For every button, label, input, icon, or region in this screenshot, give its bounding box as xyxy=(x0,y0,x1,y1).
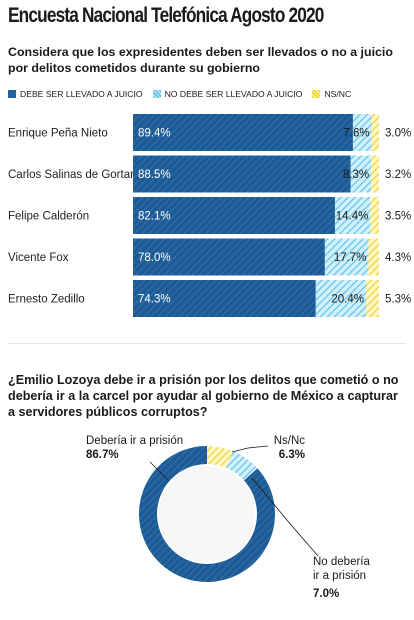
slice-value-si: 86.7% xyxy=(86,449,119,461)
data-label-si: 74.3% xyxy=(138,294,171,306)
donut-slice-ns xyxy=(207,446,234,468)
category-label: Enrique Peña Nieto xyxy=(8,128,108,140)
category-label: Carlos Salinas de Gortari xyxy=(8,169,136,181)
bar-no xyxy=(315,280,366,317)
category-label: Ernesto Zedillo xyxy=(8,294,85,306)
legend-item-si: DEBE SER LLEVADO A JUICIO xyxy=(8,89,143,99)
slice-value-ns: 6.3% xyxy=(279,449,305,461)
bar-ns xyxy=(370,197,379,234)
slice-label-si: Debería ir a prisión xyxy=(86,435,183,447)
legend-item-no: NO DEBE SER LLEVADO A JUICIO xyxy=(152,89,303,99)
legend-item-ns: NS/NC xyxy=(312,89,351,99)
donut-question: ¿Emilio Lozoya debe ir a prisión por los… xyxy=(8,373,399,419)
bar-ns xyxy=(368,238,379,276)
slice-label-ns: Ns/Nc xyxy=(274,435,306,447)
leader-line-ns xyxy=(231,445,269,453)
section-divider xyxy=(8,343,406,344)
data-label-ns: 5.3% xyxy=(385,294,411,306)
page-title: Encuesta Nacional Telefónica Agosto 2020 xyxy=(8,4,324,27)
bar-no xyxy=(324,238,369,276)
bar-no xyxy=(352,114,372,151)
legend-label-no: NO DEBE SER LLEVADO A JUICIO xyxy=(164,89,303,99)
data-label-ns: 4.3% xyxy=(385,252,411,264)
slice-value-no: 7.0% xyxy=(313,588,339,600)
data-label-no: 20.4% xyxy=(331,294,364,306)
data-label-no: 7.6% xyxy=(343,128,369,140)
data-label-ns: 3.2% xyxy=(385,169,411,181)
bar-no xyxy=(334,197,371,234)
legend-swatch-si xyxy=(8,90,16,98)
leader-line-si xyxy=(149,461,169,481)
stacked-bar-chart: Enrique Peña Nieto 89.4% 7.6% 3.0% Carlos Sa… xyxy=(8,114,411,317)
legend-label-ns: NS/NC xyxy=(324,89,352,99)
bar-si xyxy=(133,197,335,234)
donut-center xyxy=(159,466,255,562)
chart-subtitle: Considera que los expresidentes deben se… xyxy=(8,45,393,75)
data-label-ns: 3.5% xyxy=(385,211,411,223)
legend-swatch-ns xyxy=(312,90,321,98)
bar-si xyxy=(133,238,325,276)
slice-label-no: No debería xyxy=(313,556,371,568)
slice-label-no: ir a prisión xyxy=(313,570,366,582)
data-label-no: 17.7% xyxy=(334,252,367,264)
data-label-ns: 3.0% xyxy=(385,128,411,140)
donut-slice-no xyxy=(226,451,258,481)
legend-swatch-no xyxy=(152,90,161,98)
data-label-si: 78.0% xyxy=(138,252,171,264)
data-label-no: 8.3% xyxy=(343,169,369,181)
bar-no xyxy=(350,155,372,193)
data-label-no: 14.4% xyxy=(336,211,369,223)
bar-ns xyxy=(371,114,379,151)
chart-legend: DEBE SER LLEVADO A JUICIO NO DEBE SER LL… xyxy=(8,89,351,99)
category-label: Vicente Fox xyxy=(8,252,69,264)
bar-ns xyxy=(365,280,379,317)
data-label-si: 89.4% xyxy=(138,128,171,140)
bar-si xyxy=(133,155,351,193)
data-label-si: 82.1% xyxy=(138,211,171,223)
bar-si xyxy=(133,114,353,151)
category-label: Felipe Calderón xyxy=(8,211,89,223)
bar-ns xyxy=(371,155,379,193)
legend-label-si: DEBE SER LLEVADO A JUICIO xyxy=(20,89,143,99)
bar-si xyxy=(133,280,316,317)
leader-line-no xyxy=(251,477,319,557)
data-label-si: 88.5% xyxy=(138,169,171,181)
